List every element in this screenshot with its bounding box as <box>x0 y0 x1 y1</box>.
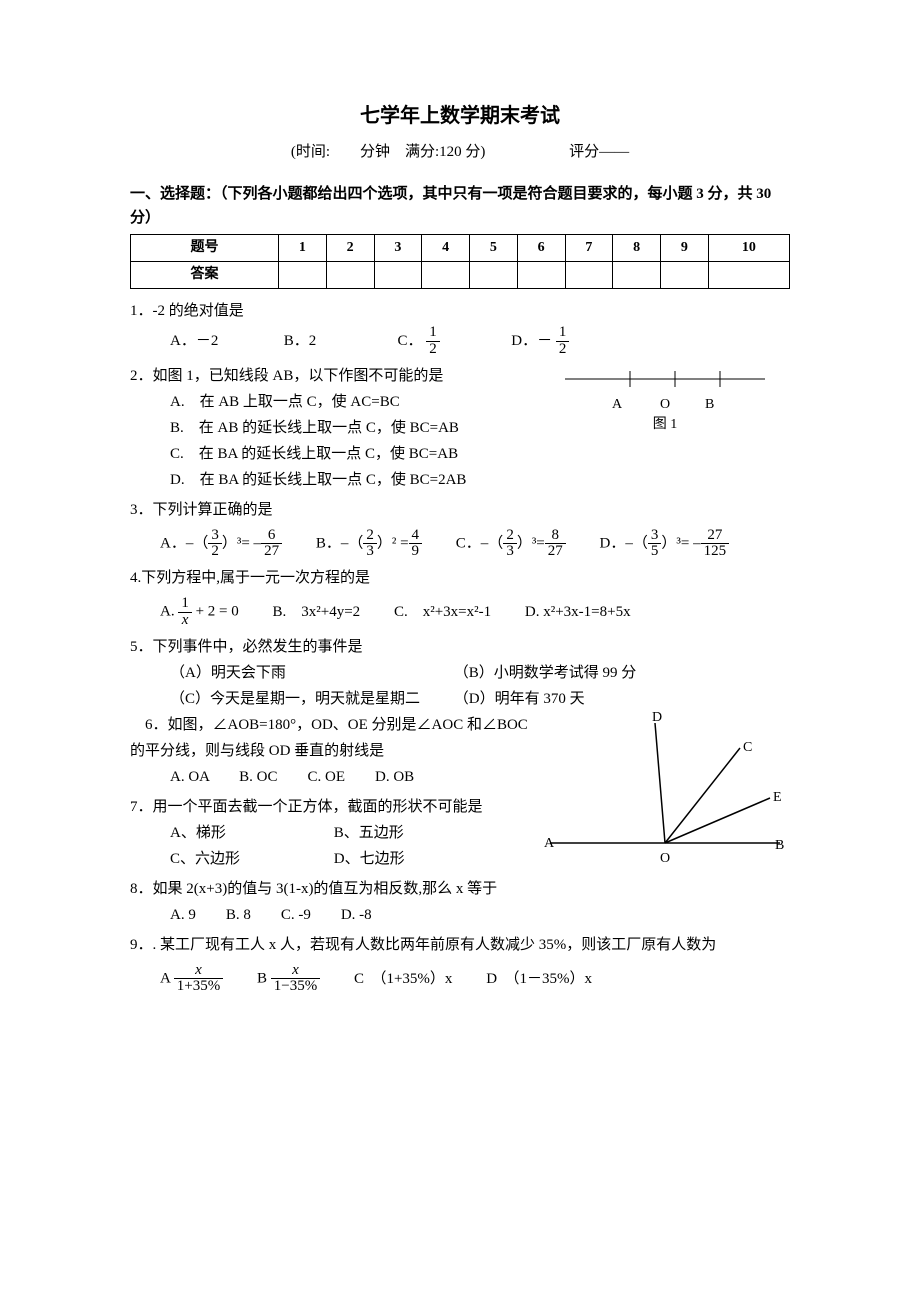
question-8: 8．如果 2(x+3)的值与 3(1-x)的值互为相反数,那么 x 等于 <box>130 877 790 901</box>
q9-opt-b: B x1−35% <box>257 963 320 996</box>
grid-answer-label: 答案 <box>131 262 279 289</box>
exam-subtitle: (时间: 分钟 满分:120 分) 评分—— <box>130 140 790 164</box>
question-9: 9．. 某工厂现有工人 x 人，若现有人数比两年前原有人数减少 35%，则该工厂… <box>130 933 790 957</box>
q1-opt-d: D．－ 12 <box>511 325 569 358</box>
q9-opt-c: C （1+35%）x <box>354 967 452 991</box>
q4-opt-b: B. 3x²+4y=2 <box>273 600 361 624</box>
q5-row1: （A）明天会下雨 （B）小明数学考试得 99 分 <box>170 661 790 685</box>
line-segment-diagram <box>560 364 770 394</box>
q3-opt-c: C．–（23）³=827 <box>456 528 566 561</box>
exam-title: 七学年上数学期末考试 <box>130 100 790 132</box>
q3-options: A．–（32）³= –627 B．–（23）² =49 C．–（23）³=827… <box>160 528 790 561</box>
q4-options: A. 1x + 2 = 0 B. 3x²+4y=2 C. x²+3x=x²-1 … <box>160 596 790 629</box>
figure-2: A B O D C E <box>540 713 800 871</box>
answer-grid: 题号 1 2 3 4 5 6 7 8 9 10 答案 <box>130 234 790 289</box>
q1-opt-a: A．－2 <box>170 329 280 353</box>
angle-diagram <box>540 713 790 863</box>
q8-options: A. 9 B. 8 C. -9 D. -8 <box>170 903 790 927</box>
q9-options: A x1+35% B x1−35% C （1+35%）x D （1－35%）x <box>160 963 790 996</box>
fraction: 12 <box>426 325 440 358</box>
q5-row2: （C）今天是星期一，明天就是星期二 （D）明年有 370 天 <box>170 687 790 711</box>
q3-opt-b: B．–（23）² =49 <box>316 528 422 561</box>
question-1: 1．-2 的绝对值是 <box>130 299 790 323</box>
q4-opt-d: D. x²+3x-1=8+5x <box>525 600 631 624</box>
q3-opt-d: D．–（35）³= –27125 <box>600 528 730 561</box>
figure-1: A O B 图 1 <box>550 364 780 436</box>
question-5: 5．下列事件中，必然发生的事件是 <box>130 635 790 659</box>
q1-options: A．－2 B．2 C． 12 D．－ 12 <box>170 325 790 358</box>
question-2: 2．如图 1，已知线段 AB，以下作图不可能的是 A O B 图 1 <box>130 364 790 388</box>
grid-head: 题号 <box>131 235 279 262</box>
score-label: 评分—— <box>569 144 629 160</box>
q1-opt-b: B．2 <box>284 329 394 353</box>
q9-opt-a: A x1+35% <box>160 963 223 996</box>
q4-opt-a: A. 1x + 2 = 0 <box>160 596 239 629</box>
figure-1-caption: 图 1 <box>550 414 780 436</box>
question-3: 3．下列计算正确的是 <box>130 498 790 522</box>
q2-opt-c: C. 在 BA 的延长线上取一点 C，使 BC=AB <box>170 442 790 466</box>
time-full-marks: (时间: 分钟 满分:120 分) <box>291 144 486 160</box>
q3-opt-a: A．–（32）³= –627 <box>160 528 282 561</box>
section-1-heading: 一、选择题：（下列各小题都给出四个选项，其中只有一项是符合题目要求的，每小题 3… <box>130 182 790 230</box>
q9-opt-d: D （1－35%）x <box>486 967 592 991</box>
table-row: 题号 1 2 3 4 5 6 7 8 9 10 <box>131 235 790 262</box>
question-4: 4.下列方程中,属于一元一次方程的是 <box>130 566 790 590</box>
table-row: 答案 <box>131 262 790 289</box>
q4-opt-c: C. x²+3x=x²-1 <box>394 600 491 624</box>
fraction: 12 <box>556 325 570 358</box>
q2-opt-d: D. 在 BA 的延长线上取一点 C，使 BC=2AB <box>170 468 790 492</box>
q1-opt-c: C． 12 <box>398 325 508 358</box>
question-6-block: 6．如图，∠AOB=180°，OD、OE 分别是∠AOC 和∠BOC 的平分线，… <box>130 713 790 871</box>
